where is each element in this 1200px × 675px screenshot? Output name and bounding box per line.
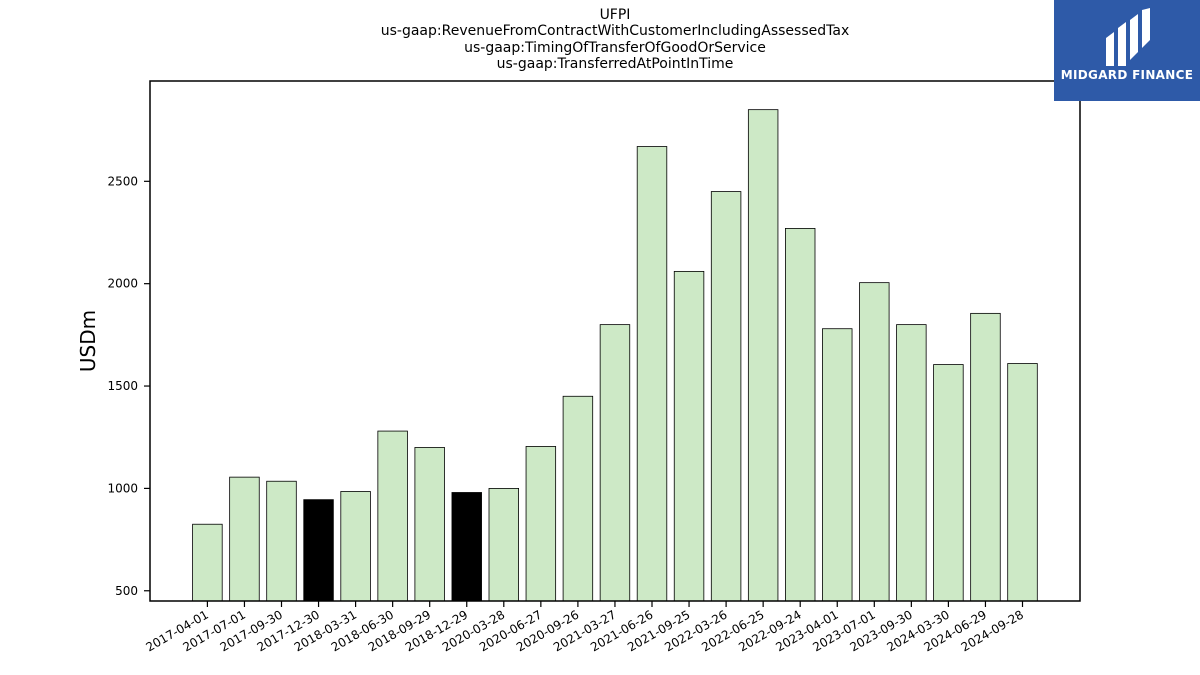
bar-2017-07-01 bbox=[229, 476, 260, 602]
bar-2018-12-29 bbox=[451, 492, 482, 602]
logo-text: MIDGARD FINANCE bbox=[1060, 68, 1194, 82]
bar-2022-09-24 bbox=[785, 228, 816, 602]
bar-2017-09-30 bbox=[266, 480, 297, 602]
y-tick-label-1500: 1500 bbox=[107, 379, 138, 393]
bar-2024-06-29 bbox=[970, 312, 1001, 602]
y-tick-label-1000: 1000 bbox=[107, 481, 138, 495]
chart-title-axis: us-gaap:TimingOfTransferOfGoodOrService bbox=[464, 40, 766, 56]
bar-2021-03-27 bbox=[599, 324, 631, 602]
bar-2018-09-29 bbox=[414, 447, 445, 602]
bar-2023-09-30 bbox=[896, 324, 927, 602]
midgard-logo: MIDGARD FINANCE bbox=[1054, 0, 1200, 101]
y-tick-label-2000: 2000 bbox=[107, 277, 138, 291]
chart-title-ticker: UFPI bbox=[599, 7, 631, 23]
bar-2018-03-31 bbox=[340, 491, 371, 602]
bar-2020-03-28 bbox=[488, 488, 520, 602]
y-tick-label-2500: 2500 bbox=[107, 174, 138, 188]
chart-title-member: us-gaap:TransferredAtPointInTime bbox=[496, 56, 734, 72]
bar-2017-04-01 bbox=[192, 523, 223, 602]
bar-2023-07-01 bbox=[859, 282, 890, 602]
bar-2021-09-25 bbox=[673, 270, 705, 602]
bar-2018-06-30 bbox=[377, 430, 408, 602]
bar-2024-03-30 bbox=[933, 364, 964, 602]
bar-2020-06-27 bbox=[525, 446, 557, 602]
bar-2017-12-30 bbox=[303, 499, 334, 602]
bar-2022-03-26 bbox=[710, 191, 742, 602]
bar-2024-09-28 bbox=[1007, 363, 1038, 602]
y-tick-label-500: 500 bbox=[115, 584, 138, 598]
bar-2022-06-25 bbox=[747, 109, 779, 602]
y-axis-label: USDm bbox=[76, 310, 100, 372]
midgard-logo-icon bbox=[1106, 8, 1150, 66]
bar-2020-09-26 bbox=[562, 395, 594, 602]
bar-2021-06-26 bbox=[636, 146, 668, 602]
bar-2023-04-01 bbox=[822, 328, 853, 602]
chart-title-concept: us-gaap:RevenueFromContractWithCustomerI… bbox=[380, 23, 850, 39]
